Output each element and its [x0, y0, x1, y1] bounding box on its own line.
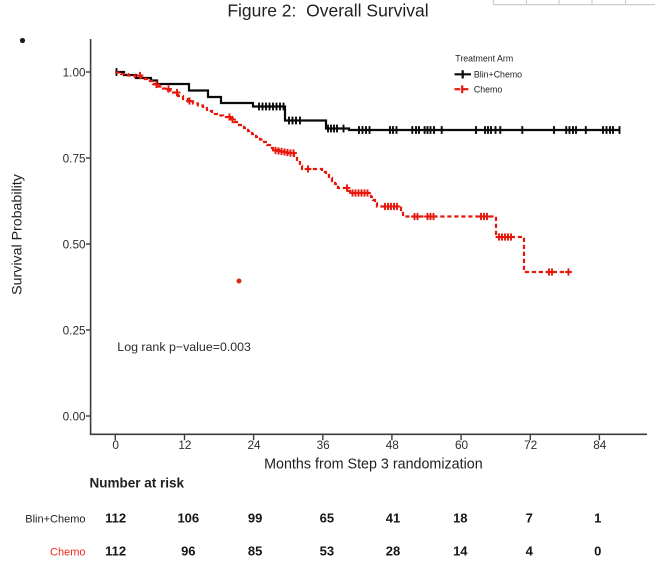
svg-text:0.25: 0.25	[63, 323, 86, 337]
svg-text:41: 41	[386, 511, 400, 526]
svg-text:48: 48	[386, 438, 400, 452]
svg-text:28: 28	[386, 544, 400, 559]
svg-text:Treatment Arm: Treatment Arm	[455, 53, 513, 63]
svg-text:72: 72	[524, 438, 537, 452]
svg-text:Figure 2: Overall Survival: Figure 2: Overall Survival	[227, 1, 428, 21]
svg-text:53: 53	[320, 544, 334, 559]
svg-text:85: 85	[248, 544, 262, 559]
svg-text:Months from Step 3 randomizati: Months from Step 3 randomization	[264, 457, 483, 473]
svg-text:Number at risk: Number at risk	[90, 475, 185, 490]
svg-text:18: 18	[453, 511, 467, 526]
svg-text:Chemo: Chemo	[50, 546, 85, 558]
svg-text:106: 106	[177, 511, 199, 526]
svg-text:0.75: 0.75	[63, 151, 86, 165]
svg-text:Log rank p−value=0.003: Log rank p−value=0.003	[117, 340, 251, 354]
svg-text:0: 0	[112, 438, 119, 452]
svg-text:84: 84	[593, 438, 607, 452]
svg-text:60: 60	[455, 438, 469, 452]
svg-text:Survival Probability: Survival Probability	[10, 173, 26, 295]
svg-text:Chemo: Chemo	[474, 84, 502, 94]
svg-text:0: 0	[594, 544, 601, 559]
svg-text:7: 7	[526, 511, 533, 526]
svg-text:0.50: 0.50	[63, 237, 86, 251]
svg-text:Blin+Chemo: Blin+Chemo	[474, 69, 522, 79]
svg-text:1.00: 1.00	[63, 65, 86, 79]
svg-text:24: 24	[247, 438, 261, 452]
svg-text:12: 12	[178, 438, 191, 452]
svg-text:99: 99	[248, 511, 262, 526]
svg-text:112: 112	[105, 544, 126, 559]
svg-text:0.00: 0.00	[63, 409, 86, 423]
svg-text:96: 96	[181, 544, 195, 559]
svg-text:65: 65	[320, 511, 334, 526]
svg-text:4: 4	[526, 544, 534, 559]
svg-text:Blin+Chemo: Blin+Chemo	[25, 513, 85, 525]
svg-text:36: 36	[317, 438, 331, 452]
svg-text:112: 112	[105, 511, 126, 526]
svg-text:14: 14	[453, 544, 468, 559]
svg-text:1: 1	[594, 511, 601, 526]
